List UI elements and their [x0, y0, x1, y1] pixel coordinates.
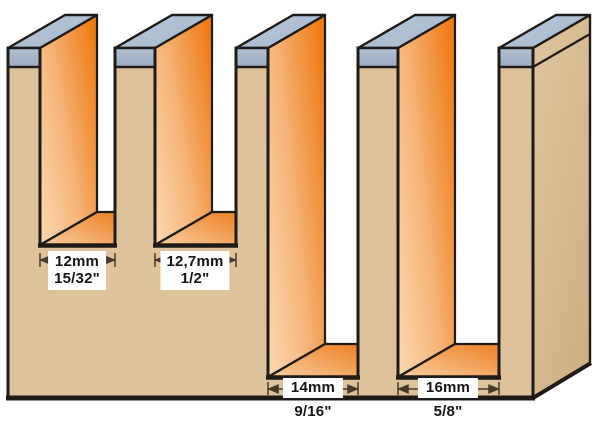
slot-2-cut-wall	[153, 13, 214, 247]
slot-4-metric-label: 16mm	[417, 378, 479, 398]
board-bottom-side-edge	[531, 361, 593, 400]
board-side-face	[531, 13, 592, 400]
slot-4-imperial-label: 5/8"	[433, 403, 463, 420]
slot-3-metric-label: 14mm	[282, 378, 344, 398]
slot-1-metric-text: 12mm	[54, 253, 100, 270]
cap-side-edge	[532, 33, 591, 68]
slot-2-metric-text: 12,7mm	[166, 253, 224, 270]
slot-2-dimension-label: 12,7mm 1/2"	[160, 251, 230, 290]
board-outlines	[6, 46, 535, 400]
slot-1-dimension-label: 12mm 15/32"	[48, 251, 106, 290]
finger-2-cap	[113, 13, 214, 69]
finger-caps	[6, 13, 592, 69]
slot-4-cut-wall	[396, 13, 457, 379]
finger-1-cap	[6, 13, 99, 69]
finger-4-cap	[356, 13, 457, 69]
slot-3-imperial-label: 9/16"	[294, 403, 332, 420]
finger-3-cap	[234, 13, 327, 69]
slot-3-cut-wall	[266, 13, 327, 379]
slot-mouth-edges	[38, 243, 501, 380]
slot-2-imperial-text: 1/2"	[180, 270, 210, 287]
slot-1-imperial-text: 15/32"	[54, 270, 100, 287]
slot-1-cut-wall	[38, 13, 99, 247]
